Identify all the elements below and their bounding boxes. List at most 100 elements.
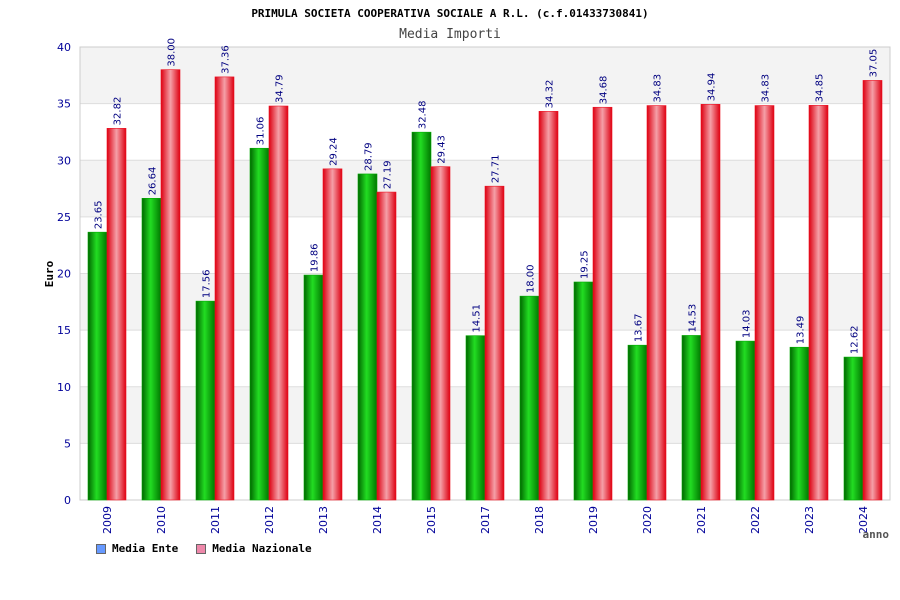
bar-value-label: 29.43	[437, 135, 448, 164]
bar-media-ente	[141, 198, 162, 501]
bar-value-label: 31.06	[256, 117, 267, 146]
legend-item-media-ente: Media Ente	[96, 542, 178, 555]
legend-label-media-ente: Media Ente	[112, 542, 179, 555]
bar-media-ente	[465, 335, 486, 501]
bar-media-nazionale	[376, 191, 397, 501]
bar-media-ente	[411, 131, 432, 501]
bar-labels: 23.65 32.82 26.64 38.00 17.56 37.36 31.06 34.79…	[94, 38, 880, 354]
bar-value-label: 34.85	[815, 74, 826, 103]
bar-media-ente	[249, 147, 270, 501]
x-tick-label: 2024	[857, 506, 870, 534]
bar-media-nazionale	[322, 168, 343, 501]
x-tick-label: 2019	[587, 506, 600, 534]
bar-media-ente	[735, 340, 756, 501]
bar-value-label: 37.36	[221, 45, 232, 74]
y-tick-label: 25	[57, 211, 71, 224]
bar-media-nazionale	[538, 111, 559, 501]
bar-media-nazionale	[214, 76, 235, 501]
y-tick-label: 30	[57, 154, 71, 167]
y-axis: 0 5 10 15 20 25 30 35 40	[57, 41, 71, 507]
x-tick-label: 2017	[479, 506, 492, 534]
bar-media-nazionale	[808, 105, 829, 501]
bar-media-ente	[627, 344, 648, 501]
bar-value-label: 14.51	[472, 304, 483, 333]
x-axis-label: anno	[863, 528, 890, 541]
bar-media-ente	[357, 173, 378, 501]
bar-value-label: 14.53	[688, 304, 699, 333]
bar-media-nazionale	[754, 105, 775, 501]
bar-value-label: 34.68	[599, 76, 610, 105]
bars	[87, 69, 883, 501]
x-tick-label: 2018	[533, 506, 546, 534]
bar-media-nazionale	[592, 106, 613, 501]
bar-value-label: 29.24	[329, 137, 340, 166]
y-axis-label: Euro	[43, 260, 56, 287]
bar-value-label: 26.64	[148, 167, 159, 196]
bar-media-nazionale	[106, 128, 127, 501]
bar-media-nazionale	[160, 69, 181, 501]
bar-value-label: 13.49	[796, 316, 807, 345]
bar-value-label: 34.79	[275, 74, 286, 103]
x-tick-label: 2013	[317, 506, 330, 534]
x-tick-label: 2023	[803, 506, 816, 534]
y-tick-label: 15	[57, 324, 71, 337]
bar-media-nazionale	[646, 105, 667, 501]
y-tick-label: 0	[64, 494, 71, 507]
bar-media-ente	[843, 356, 864, 501]
x-tick-label: 2020	[641, 506, 654, 534]
bar-value-label: 18.00	[526, 265, 537, 294]
bar-media-ente	[789, 346, 810, 501]
y-tick-label: 20	[57, 268, 71, 281]
legend-item-media-nazionale: Media Nazionale	[196, 542, 312, 555]
bar-value-label: 34.83	[761, 74, 772, 103]
x-tick-label: 2015	[425, 506, 438, 534]
bar-value-label: 37.05	[869, 49, 880, 78]
bar-value-label: 27.19	[383, 160, 394, 189]
bar-media-nazionale	[700, 104, 721, 501]
x-tick-label: 2012	[263, 506, 276, 534]
bar-value-label: 23.65	[94, 201, 105, 230]
legend-label-media-nazionale: Media Nazionale	[212, 542, 312, 555]
bar-value-label: 13.67	[634, 314, 645, 343]
bar-value-label: 32.82	[113, 97, 124, 126]
y-tick-label: 40	[57, 41, 71, 54]
bar-media-nazionale	[484, 185, 505, 501]
bar-media-nazionale	[862, 80, 883, 501]
legend-swatch-media-nazionale	[196, 543, 207, 554]
bar-media-ente	[303, 274, 324, 501]
x-tick-label: 2022	[749, 506, 762, 534]
bar-media-ente	[573, 281, 594, 501]
x-axis: 2009 2010 2011 2012 2013 2014 2015 2017 2018 2019…	[101, 506, 870, 534]
bar-media-ente	[195, 300, 216, 501]
bar-media-nazionale	[268, 105, 289, 501]
bar-media-ente	[87, 231, 108, 501]
bar-value-label: 34.94	[707, 73, 718, 102]
legend-swatch-media-ente	[96, 543, 106, 554]
bar-media-ente	[681, 335, 702, 501]
bar-value-label: 28.79	[364, 142, 375, 171]
bar-value-label: 32.48	[418, 101, 429, 130]
x-tick-label: 2009	[101, 506, 114, 534]
y-tick-label: 5	[64, 437, 71, 450]
bar-value-label: 27.71	[491, 155, 502, 184]
bar-value-label: 12.62	[850, 325, 861, 354]
chart-subtitle: Media Importi	[399, 27, 501, 42]
bar-value-label: 14.03	[742, 309, 753, 338]
bar-value-label: 19.25	[580, 250, 591, 279]
x-tick-label: 2010	[155, 506, 168, 534]
bar-media-ente	[519, 295, 540, 501]
bar-value-label: 34.83	[653, 74, 664, 103]
bar-media-nazionale	[430, 166, 451, 501]
x-tick-label: 2011	[209, 506, 222, 534]
bar-value-label: 34.32	[545, 80, 556, 109]
y-tick-label: 35	[57, 98, 71, 111]
bar-value-label: 17.56	[202, 269, 213, 298]
y-tick-label: 10	[57, 381, 71, 394]
x-tick-label: 2021	[695, 506, 708, 534]
bar-value-label: 19.86	[310, 243, 321, 272]
bar-value-label: 38.00	[167, 38, 178, 67]
legend: Media Ente Media Nazionale	[96, 542, 312, 555]
chart-title: PRIMULA SOCIETA COOPERATIVA SOCIALE A R.…	[251, 7, 648, 20]
x-tick-label: 2014	[371, 506, 384, 534]
